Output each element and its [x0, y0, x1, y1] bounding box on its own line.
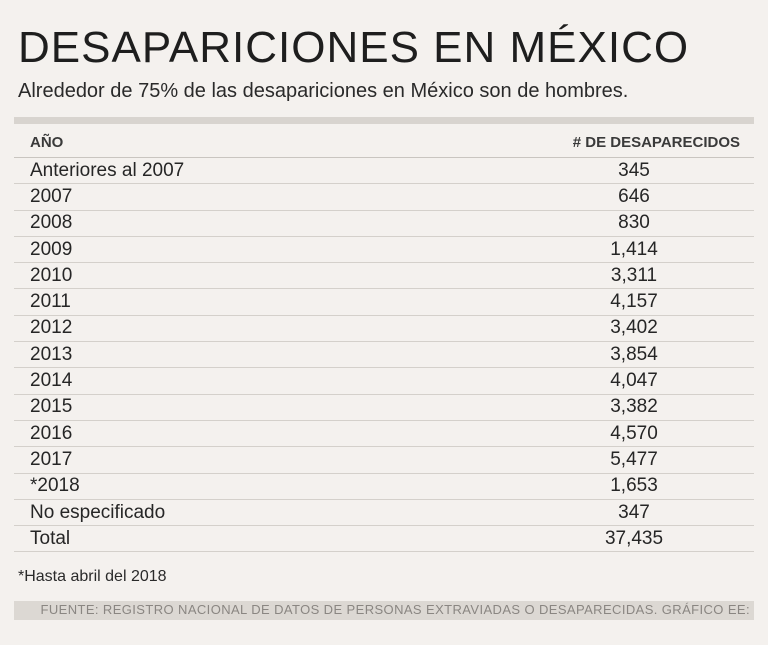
- year-cell: 2015: [30, 396, 73, 418]
- page-subtitle: Alrededor de 75% de las desapariciones e…: [18, 80, 629, 102]
- table-row: 2017 5,477: [14, 447, 754, 474]
- count-cell: 37,435: [604, 527, 664, 549]
- table-row: 2013 3,854: [14, 342, 754, 369]
- year-cell: Anteriores al 2007: [30, 159, 185, 181]
- count-cell: 3,382: [610, 396, 658, 418]
- year-cell: 2012: [30, 317, 73, 339]
- table-row: 2015 3,382: [14, 395, 754, 421]
- count-cell: 4,157: [610, 291, 658, 313]
- table-body: Anteriores al 2007 345 2007 646 2008 830 2009 1…: [14, 158, 754, 553]
- disappearances-table: AÑO # DE DESAPARECIDOS Anteriores al 200…: [14, 128, 754, 553]
- year-cell: 2011: [30, 291, 71, 313]
- year-cell: 2017: [30, 448, 73, 470]
- table-row: 2011 4,157: [14, 289, 754, 316]
- count-cell: 3,854: [610, 343, 658, 365]
- count-cell: 1,414: [610, 238, 658, 260]
- count-cell: 830: [618, 212, 650, 234]
- count-cell: 4,570: [610, 422, 658, 444]
- year-cell: *2018: [30, 475, 80, 497]
- table-row: No especificado 347: [14, 500, 754, 527]
- count-cell: 646: [618, 185, 650, 207]
- count-cell: 345: [618, 159, 650, 181]
- footnote: *Hasta abril del 2018: [18, 568, 167, 585]
- table-row: Total 37,435: [14, 526, 754, 553]
- table-row: *2018 1,653: [14, 474, 754, 500]
- table-row: Anteriores al 2007 345: [14, 158, 754, 185]
- table-header-row: AÑO # DE DESAPARECIDOS: [14, 128, 754, 158]
- year-cell: 2009: [30, 238, 73, 260]
- table-row: 2008 830: [14, 211, 754, 237]
- year-cell: No especificado: [30, 501, 166, 523]
- year-cell: 2013: [30, 343, 73, 365]
- source-credit: FUENTE: REGISTRO NACIONAL DE DATOS DE PE…: [40, 602, 750, 617]
- count-cell: 3,402: [610, 317, 658, 339]
- count-cell: 1,653: [610, 475, 658, 497]
- table-row: 2007 646: [14, 184, 754, 211]
- table-row: 2009 1,414: [14, 237, 754, 264]
- table-row: 2014 4,047: [14, 368, 754, 395]
- year-cell: 2016: [30, 422, 73, 444]
- source-bar: [14, 601, 754, 620]
- year-cell: Total: [30, 527, 71, 549]
- year-cell: 2010: [30, 264, 73, 286]
- count-cell: 3,311: [610, 264, 658, 286]
- year-cell: 2008: [30, 212, 73, 234]
- count-cell: 5,477: [610, 448, 658, 470]
- table-row: 2012 3,402: [14, 316, 754, 343]
- count-cell: 4,047: [610, 370, 658, 392]
- table-row: 2010 3,311: [14, 263, 754, 290]
- column-header-year: AÑO: [30, 134, 64, 151]
- year-cell: 2014: [30, 370, 73, 392]
- year-cell: 2007: [30, 185, 73, 207]
- column-header-count: # DE DESAPARECIDOS: [572, 134, 740, 151]
- page-title: DESAPARICIONES EN MÉXICO: [18, 23, 690, 72]
- count-cell: 347: [618, 501, 650, 523]
- table-row: 2016 4,570: [14, 421, 754, 448]
- header-divider-bar: [14, 117, 754, 124]
